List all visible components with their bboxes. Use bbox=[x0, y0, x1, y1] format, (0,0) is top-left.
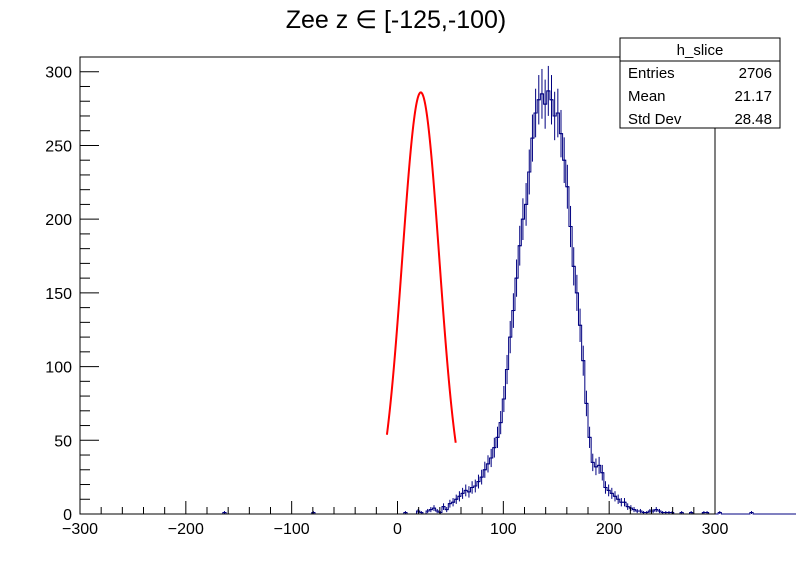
stats-mean-value: 21.17 bbox=[734, 88, 772, 105]
y-tick-label: 200 bbox=[45, 212, 72, 229]
y-tick-label: 100 bbox=[45, 360, 72, 377]
stats-entries-label: Entries bbox=[628, 65, 675, 82]
y-tick-label: 300 bbox=[45, 65, 72, 82]
stats-stddev-label: Std Dev bbox=[628, 111, 682, 128]
x-tick-label: −100 bbox=[274, 521, 310, 538]
y-tick-label: 150 bbox=[45, 286, 72, 303]
histogram-series bbox=[80, 65, 796, 515]
x-tick-label: 0 bbox=[393, 521, 402, 538]
gaussian-fit-curve bbox=[385, 91, 457, 443]
stats-box: h_slice Entries 2706 Mean 21.17 Std Dev … bbox=[619, 37, 781, 129]
stats-stddev-value: 28.48 bbox=[734, 111, 772, 128]
chart-title: Zee z ∈ [-125,-100) bbox=[286, 6, 506, 34]
stats-entries-value: 2706 bbox=[739, 65, 772, 82]
y-tick-label: 250 bbox=[45, 138, 72, 155]
x-tick-label: 200 bbox=[596, 521, 623, 538]
histogram-outline bbox=[80, 90, 796, 515]
stats-box-frame bbox=[619, 37, 781, 129]
stats-mean-label: Mean bbox=[628, 88, 666, 105]
x-tick-label: −200 bbox=[168, 521, 204, 538]
stats-box-title: h_slice bbox=[677, 42, 724, 59]
x-tick-label: 300 bbox=[702, 521, 729, 538]
y-tick-label: 0 bbox=[63, 507, 72, 524]
x-tick-label: 100 bbox=[490, 521, 517, 538]
x-tick-label: −300 bbox=[62, 521, 98, 538]
plot-area bbox=[80, 65, 796, 515]
y-tick-label: 50 bbox=[54, 433, 72, 450]
axes: −300 −200 −100 0 100 200 300 0 50 100 150 200 250 300 bbox=[45, 56, 729, 538]
